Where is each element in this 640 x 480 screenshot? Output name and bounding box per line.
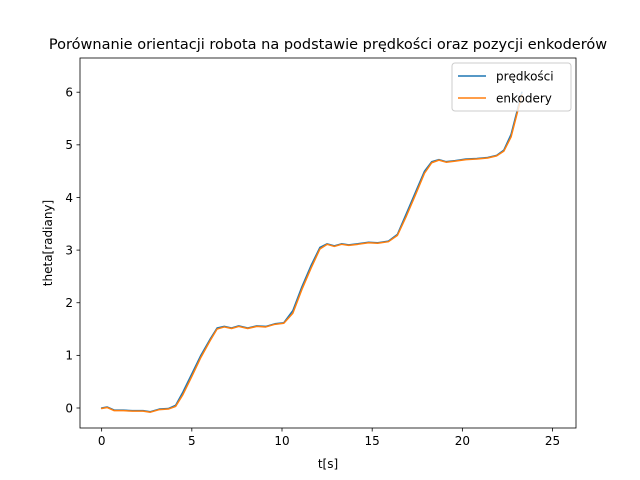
- x-tick-label: 15: [365, 434, 380, 448]
- data-layer: [100, 91, 523, 413]
- y-tick-label: 0: [65, 401, 73, 415]
- x-axis: 0 5 10 15 20 25: [98, 428, 560, 448]
- legend: prędkości enkodery: [451, 62, 572, 112]
- chart-title: Porównanie orientacji robota na podstawi…: [49, 37, 607, 53]
- x-tick-label: 0: [98, 434, 106, 448]
- legend-box: [451, 62, 572, 112]
- y-tick-label: 1: [65, 349, 73, 363]
- x-tick-label: 20: [455, 434, 470, 448]
- x-axis-label: t[s]: [318, 457, 338, 471]
- x-tick-label: 5: [188, 434, 196, 448]
- y-tick-label: 3: [65, 243, 73, 257]
- x-tick-label: 10: [274, 434, 289, 448]
- legend-label-2: enkodery: [496, 91, 552, 105]
- plot-area-frame: [79, 57, 577, 429]
- y-tick-label: 5: [65, 138, 73, 152]
- legend-label-1: prędkości: [496, 69, 554, 83]
- y-tick-label: 6: [65, 86, 73, 100]
- y-tick-label: 4: [65, 191, 73, 205]
- y-axis-label: theta[radiany]: [41, 200, 55, 286]
- y-tick-label: 2: [65, 296, 73, 310]
- x-tick-label: 25: [545, 434, 560, 448]
- series-line-2: [100, 94, 523, 413]
- y-axis: 0 1 2 3 4 5 6: [65, 86, 80, 415]
